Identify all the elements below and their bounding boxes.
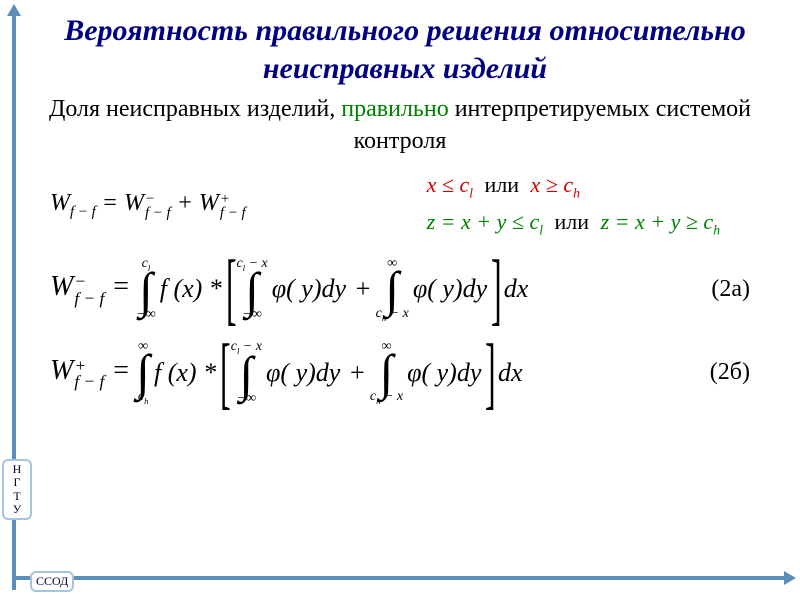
outer-integral-2b: ∞ ∫ ch xyxy=(136,340,150,405)
conditions-block: x ≤ cl или x ≥ ch z = x + y ≤ cl или z =… xyxy=(427,172,760,239)
plus-2a: + xyxy=(354,274,372,304)
frame-arrow-horizontal xyxy=(12,576,788,580)
equation-wff-sum: Wf − f = W−f − f + W+f − f xyxy=(50,190,246,221)
bracket-close-2a: ] xyxy=(491,261,502,317)
plus-sign: + xyxy=(171,190,199,216)
lhs-2b: W+f − f = xyxy=(50,355,130,391)
badge-ssod: ССОД xyxy=(30,571,74,592)
bracket-open-2b: [ xyxy=(220,345,231,401)
bracket-close-2b: ] xyxy=(485,345,496,401)
var-W-plus: W xyxy=(199,190,219,216)
fx-2a: f (x) * xyxy=(160,274,222,304)
condition-z: z = x + y ≤ cl или z = x + y ≥ ch xyxy=(427,209,720,238)
equation-row-sum: Wf − f = W−f − f + W+f − f x ≤ cl или x … xyxy=(50,172,760,239)
page-subtitle: Доля неисправных изделий, правильно инте… xyxy=(0,91,800,166)
inner-integral-1-2a: cl − x ∫ −∞ xyxy=(236,257,267,322)
var-W: W xyxy=(50,190,70,216)
lhs-2a: W−f − f = xyxy=(50,271,130,307)
subsup-minus: −f − f xyxy=(145,192,171,220)
page-title: Вероятность правильного решения относите… xyxy=(0,0,800,91)
phi-1-2b: φ( y)dy xyxy=(266,358,340,388)
fx-2b: f (x) * xyxy=(154,358,216,388)
sub-ff: f − f xyxy=(70,204,96,220)
var-W-minus: W xyxy=(124,190,144,216)
plus-2b: + xyxy=(348,358,366,388)
label-2b: (2б) xyxy=(710,359,760,386)
badge-ngtu: Н Г Т У xyxy=(2,459,32,520)
subtitle-highlight: правильно xyxy=(341,96,448,122)
or-word: или xyxy=(479,172,526,197)
phi-2-2b: φ( y)dy xyxy=(407,358,481,388)
condition-x: x ≤ cl или x ≥ ch xyxy=(427,172,720,201)
eq-sign: = xyxy=(96,190,124,216)
formula-2a: W−f − f = cl ∫ −∞ f (x) * [ cl − x ∫ −∞ … xyxy=(50,257,760,322)
phi-2-2a: φ( y)dy xyxy=(413,274,487,304)
bracket-open-2a: [ xyxy=(226,261,237,317)
formula-2b: W+f − f = ∞ ∫ ch f (x) * [ cl − x ∫ −∞ φ… xyxy=(50,340,760,405)
dx-2b: dx xyxy=(498,358,523,388)
outer-integral-2a: cl ∫ −∞ xyxy=(136,257,155,322)
or-word-2: или xyxy=(549,209,596,234)
subtitle-part1: Доля неисправных изделий, xyxy=(49,96,341,122)
inner-integral-2-2b: ∞ ∫ ch − x xyxy=(370,340,403,405)
dx-2a: dx xyxy=(504,274,529,304)
subsup-plus: +f − f xyxy=(220,192,246,220)
inner-integral-1-2b: cl − x ∫ −∞ xyxy=(231,340,262,405)
inner-integral-2-2a: ∞ ∫ ch − x xyxy=(376,257,409,322)
phi-1-2a: φ( y)dy xyxy=(272,274,346,304)
label-2a: (2а) xyxy=(711,276,760,303)
